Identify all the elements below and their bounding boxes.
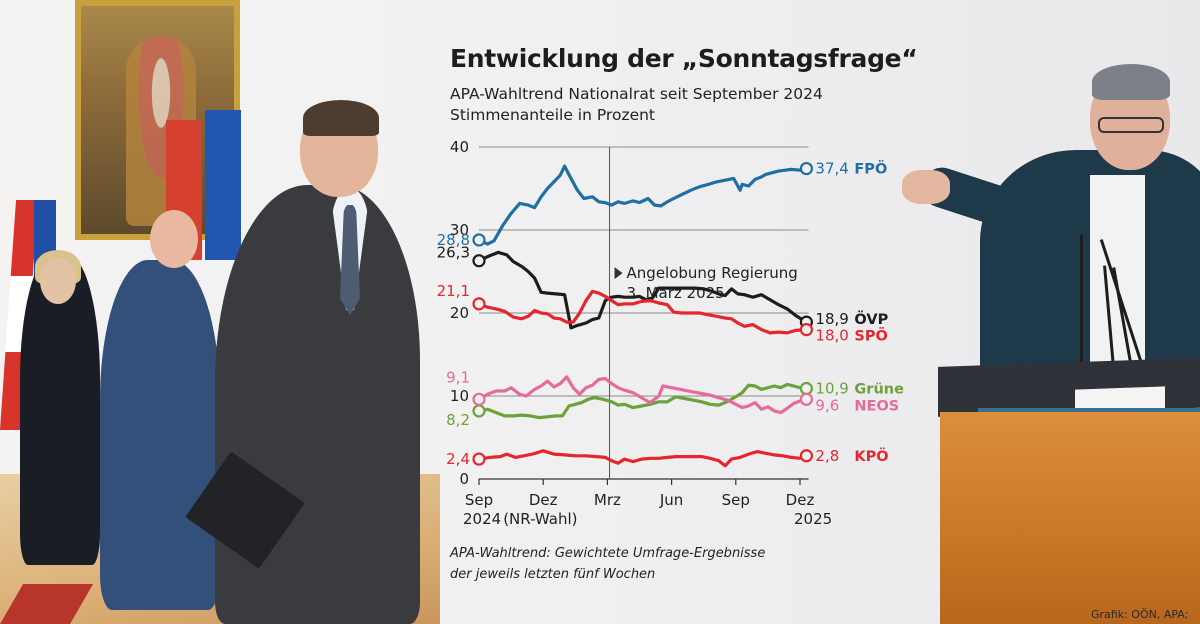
microphone bbox=[1080, 235, 1083, 425]
graphic-credit: Grafik: OÖN, APA; bbox=[1091, 608, 1189, 621]
series-start-marker bbox=[472, 452, 486, 466]
series-end-value: 2,8 bbox=[815, 447, 839, 465]
gridlines bbox=[479, 146, 809, 397]
series-end-value: 10,9 bbox=[815, 380, 848, 398]
person-woman bbox=[20, 255, 100, 565]
person-man-blue-suit-face bbox=[150, 210, 198, 268]
x-tick-label: Sep bbox=[465, 491, 493, 509]
series-start-marker bbox=[472, 254, 486, 268]
y-tick-label: 30 bbox=[450, 221, 469, 239]
series-start-value: 26,3 bbox=[437, 244, 470, 262]
speaker-hair bbox=[1092, 64, 1170, 100]
series-start-value: 9,1 bbox=[446, 368, 470, 386]
eu-flag bbox=[205, 110, 241, 260]
legend-label-neos: NEOS bbox=[854, 398, 899, 414]
x-tick-label: Dez bbox=[786, 491, 815, 509]
series-line-fpö bbox=[477, 164, 809, 246]
series-end-marker bbox=[799, 381, 814, 396]
series-start-value: 2,4 bbox=[446, 450, 470, 468]
series-labels: 28,8 37,4 FPÖ 26,3 18,9 ÖVP 21,1 18,0 SPÖ 8,2 10,9… bbox=[437, 160, 905, 468]
y-tick-label: 40 bbox=[450, 138, 469, 156]
photo-ministers-walking bbox=[0, 0, 440, 624]
series-line-neos bbox=[477, 375, 809, 415]
series-end-value: 18,9 bbox=[815, 310, 848, 328]
series-lines bbox=[472, 161, 814, 468]
x-tick-sublabel: (NR-Wahl) bbox=[503, 510, 577, 528]
pointing-hand bbox=[902, 170, 950, 204]
legend-label-spö: SPÖ bbox=[854, 327, 887, 345]
series-line-övp bbox=[477, 250, 809, 330]
legend-label-kpö: KPÖ bbox=[854, 447, 888, 465]
glasses bbox=[1098, 117, 1164, 133]
chart-title: Entwicklung der „Sonntagsfrage“ bbox=[450, 44, 918, 73]
series-start-value: 21,1 bbox=[437, 282, 470, 300]
annotation-arrow-icon bbox=[614, 267, 623, 280]
series-start-marker bbox=[472, 233, 486, 247]
y-tick-label: 20 bbox=[450, 304, 469, 322]
footnote-line-2: der jeweils letzten fünf Wochen bbox=[450, 567, 656, 582]
chart-subtitle: APA-Wahltrend Nationalrat seit September… bbox=[450, 85, 823, 103]
footnote-line-1: APA-Wahltrend: Gewichtete Umfrage-Ergebn… bbox=[450, 546, 766, 561]
y-tick-label: 10 bbox=[450, 387, 469, 405]
x-tick-label: Dez bbox=[529, 491, 558, 509]
series-start-value: 28,8 bbox=[437, 231, 470, 249]
person-woman-face bbox=[40, 258, 76, 304]
legend-label-fpö: FPÖ bbox=[854, 160, 887, 178]
wooden-podium bbox=[940, 412, 1200, 624]
series-start-marker bbox=[472, 392, 486, 406]
series-line-grüne bbox=[477, 382, 809, 420]
chart-subtitle-unit: Stimmenanteile in Prozent bbox=[450, 106, 656, 124]
series-start-value: 8,2 bbox=[446, 411, 470, 429]
series-line-kpö bbox=[477, 449, 809, 468]
series-end-marker bbox=[799, 449, 814, 463]
series-end-value: 9,6 bbox=[815, 396, 839, 414]
series-end-marker bbox=[799, 392, 814, 406]
x-tick-sublabel: 2024 bbox=[463, 510, 501, 528]
annotation-text: Angelobung Regierung bbox=[627, 264, 798, 282]
x-tick-sublabel: 2025 bbox=[794, 510, 832, 528]
series-end-value: 18,0 bbox=[815, 327, 848, 345]
x-tick-label: Mrz bbox=[594, 491, 621, 509]
series-start-marker bbox=[472, 297, 486, 311]
series-line-spö bbox=[477, 289, 809, 335]
y-tick-label: 0 bbox=[459, 470, 469, 488]
series-end-marker bbox=[799, 323, 814, 337]
x-tick-label: Jun bbox=[659, 491, 683, 509]
person-man-blue-suit bbox=[100, 260, 220, 610]
x-tick-label: Sep bbox=[722, 491, 750, 509]
tie bbox=[340, 205, 360, 315]
hair bbox=[303, 100, 379, 136]
series-start-marker bbox=[472, 404, 486, 418]
photo-speaker-at-podium bbox=[880, 0, 1200, 624]
legend-label-grüne: Grüne bbox=[854, 382, 904, 398]
series-end-value: 37,4 bbox=[815, 160, 848, 178]
legend-label-övp: ÖVP bbox=[854, 310, 888, 328]
series-end-marker bbox=[799, 161, 814, 176]
